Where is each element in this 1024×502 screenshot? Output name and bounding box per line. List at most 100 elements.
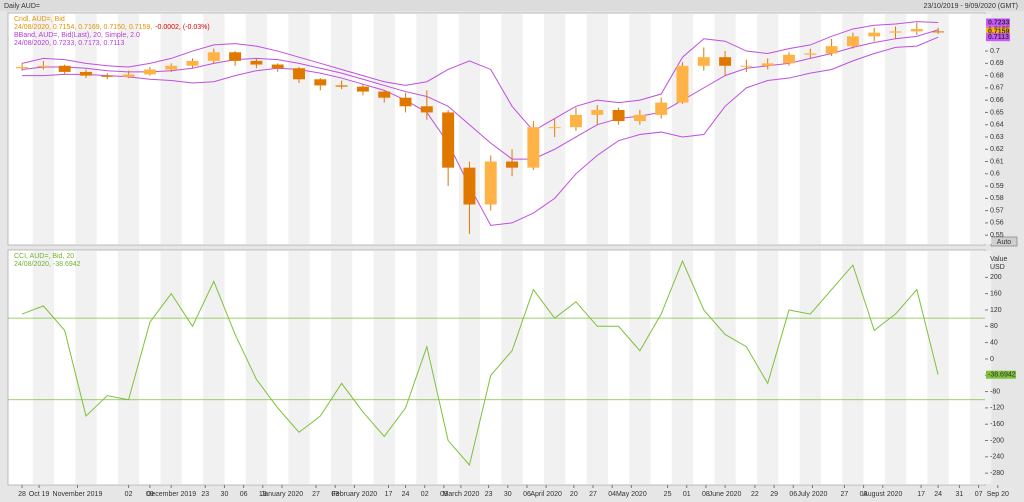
last-value-label: -38.6942	[988, 372, 1016, 379]
series-line	[22, 36, 939, 226]
legend-line: 24/08/2020, 0.7154, 0.7169, 0.7150, 0.71…	[14, 24, 210, 31]
candle-body	[676, 65, 689, 103]
axis-label: Value	[990, 256, 1007, 263]
y-tick-label: 0.57	[990, 207, 1004, 214]
last-value-box	[986, 33, 1010, 42]
week-stripe	[203, 251, 225, 484]
x-tick-label: February 2020	[332, 491, 378, 498]
candle-body	[719, 57, 732, 66]
x-tick-label: 24	[402, 491, 410, 498]
week-stripe	[586, 251, 608, 484]
last-value-box	[986, 370, 1016, 379]
x-tick-label: 25	[664, 491, 672, 498]
candle-body	[633, 114, 646, 122]
week-stripe	[884, 251, 907, 484]
y-tick-label: 0.56	[990, 220, 1004, 227]
x-tick-label: December 2019	[146, 491, 196, 498]
week-stripe	[501, 251, 523, 484]
x-tick-label: 06	[240, 491, 248, 498]
week-stripe	[75, 251, 97, 484]
candle-body	[165, 65, 178, 70]
y-tick-label: 0.63	[990, 134, 1004, 141]
x-tick-label: 17	[917, 491, 925, 498]
series-line	[22, 29, 939, 160]
week-stripe	[245, 251, 268, 484]
x-tick-label: Oct 19	[29, 491, 50, 498]
candle-body	[804, 53, 817, 55]
x-tick-label: 20	[570, 491, 578, 498]
week-stripe	[970, 251, 992, 484]
x-tick-label: 29	[770, 491, 778, 498]
week-stripe	[288, 14, 310, 244]
x-tick-label: 06	[789, 491, 797, 498]
x-tick-label: 01	[683, 491, 691, 498]
legend-line: Cndl, AUD=, Bid	[14, 16, 65, 23]
week-stripe	[757, 251, 779, 484]
week-stripe	[330, 14, 353, 244]
candle-body	[932, 31, 945, 33]
y-tick-label: 0.68	[990, 72, 1004, 79]
week-stripe	[970, 14, 992, 244]
x-tick-label: 31	[956, 491, 964, 498]
title-bar	[0, 0, 1024, 11]
series-line	[21, 21, 939, 132]
price-panel	[7, 12, 986, 246]
candle-body	[783, 54, 795, 64]
last-value-box	[986, 27, 1010, 36]
x-tick-label: January 2020	[261, 491, 304, 498]
legend-text: 24/08/2020, 0.7233, 0.7173, 0.7113	[14, 40, 125, 47]
legend-text: Cndl, AUD=, Bid	[14, 16, 65, 23]
x-tick-label: 02	[421, 491, 429, 498]
candle-body	[740, 65, 753, 67]
last-value-label: 0.7159	[988, 28, 1010, 35]
y-tick-label: -280	[990, 470, 1004, 477]
week-stripe	[586, 14, 608, 244]
y-tick-label: 0	[990, 356, 994, 363]
week-stripe	[373, 251, 395, 484]
candle-body	[548, 127, 561, 129]
y-tick-label: 0.58	[990, 195, 1004, 202]
y-tick-label: 200	[990, 274, 1002, 281]
week-stripe	[842, 14, 864, 244]
x-tick-label: 04	[608, 491, 616, 498]
candle-body	[612, 109, 625, 122]
week-stripe	[629, 14, 651, 244]
candle-body	[484, 161, 497, 205]
candle-body	[37, 65, 50, 68]
last-value-label: 0.7113	[988, 34, 1009, 41]
legend-text: 24/08/2020, 0.7154, 0.7169, 0.7150, 0.71…	[14, 24, 152, 31]
legend-text: BBand, AUD=, Bid(Last), 20, Simple, 2.0	[14, 32, 140, 39]
candle-body	[335, 85, 348, 87]
week-stripe	[458, 251, 481, 484]
x-tick-label: April 2020	[530, 491, 562, 498]
week-stripe	[117, 14, 140, 244]
x-tick-label: June 2020	[709, 491, 742, 498]
candle-body	[122, 74, 135, 77]
legend-line: 24/08/2020, -38.6942	[14, 261, 81, 268]
y-tick-label: 160	[990, 290, 1002, 297]
x-tick-label: 06	[523, 491, 531, 498]
series-line	[21, 259, 939, 467]
candle-body	[293, 68, 305, 80]
y-tick-label: 120	[990, 307, 1002, 314]
candle-body	[58, 65, 71, 72]
auto-label[interactable]: Auto	[997, 239, 1012, 246]
y-tick-label: -240	[990, 454, 1004, 461]
week-stripe	[160, 251, 182, 484]
y-tick-label: 0.66	[990, 97, 1004, 104]
x-tick-label: August 2020	[863, 491, 902, 498]
week-stripe	[671, 14, 694, 244]
week-stripe	[32, 14, 55, 244]
candle-body	[868, 32, 881, 37]
candle-body	[761, 63, 774, 66]
x-tick-label: May 2020	[616, 491, 647, 498]
week-stripe	[714, 14, 736, 244]
week-stripe	[884, 14, 907, 244]
x-tick-label: 08	[702, 491, 710, 498]
last-value-box	[986, 18, 1010, 27]
week-stripe	[32, 251, 55, 484]
x-tick-label: 27	[589, 491, 597, 498]
week-stripe	[671, 251, 694, 484]
x-tick-label: 03	[860, 491, 868, 498]
